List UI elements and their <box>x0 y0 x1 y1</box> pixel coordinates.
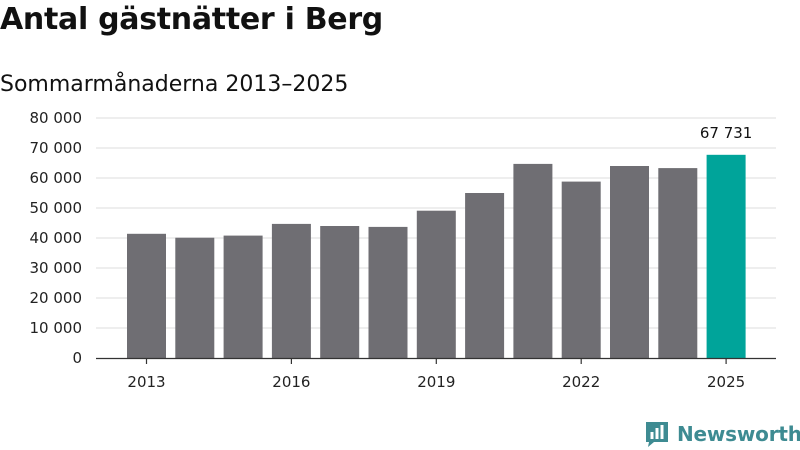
bar-2013 <box>127 233 166 358</box>
x-tick-label: 2016 <box>272 373 310 391</box>
bar-2020 <box>465 193 505 358</box>
data-label-2025: 67 731 <box>700 124 753 142</box>
y-tick-label: 10 000 <box>30 319 83 337</box>
bar-2021 <box>513 163 553 358</box>
brand-logo: Newsworthy <box>644 420 800 448</box>
bar-2017 <box>320 226 360 358</box>
x-tick-label: 2022 <box>562 373 600 391</box>
axes: 0 10 000 20 000 30 000 40 000 50 000 60 000 70 … <box>30 109 776 391</box>
y-tick-label: 70 000 <box>30 139 83 157</box>
y-tick-label: 60 000 <box>30 169 83 187</box>
brand-name: Newsworthy <box>677 422 800 446</box>
bar-2019 <box>416 210 456 358</box>
bars <box>127 154 746 358</box>
y-tick-label: 40 000 <box>30 229 83 247</box>
bar-2022 <box>561 181 601 358</box>
y-tick-label: 0 <box>72 349 82 367</box>
data-labels: 67 731 <box>700 124 753 142</box>
x-tick-label: 2025 <box>707 373 745 391</box>
bar-2023 <box>610 166 649 358</box>
y-tick-label: 50 000 <box>30 199 83 217</box>
y-tick-label: 30 000 <box>30 259 83 277</box>
bar-2016 <box>271 223 311 358</box>
chart-title: Antal gästnätter i Berg <box>0 2 383 37</box>
bar-2025 <box>706 154 746 358</box>
y-tick-label: 80 000 <box>30 109 83 127</box>
bar-2018 <box>368 226 408 358</box>
x-tick-label: 2013 <box>127 373 165 391</box>
chart-subtitle: Sommarmånaderna 2013–2025 <box>0 72 349 97</box>
x-tick-label: 2019 <box>417 373 455 391</box>
bar-2015 <box>223 235 263 358</box>
y-tick-label: 20 000 <box>30 289 83 307</box>
bar-2014 <box>175 237 215 358</box>
newsworthy-logo-icon <box>646 422 668 447</box>
bar-2024 <box>658 168 698 358</box>
